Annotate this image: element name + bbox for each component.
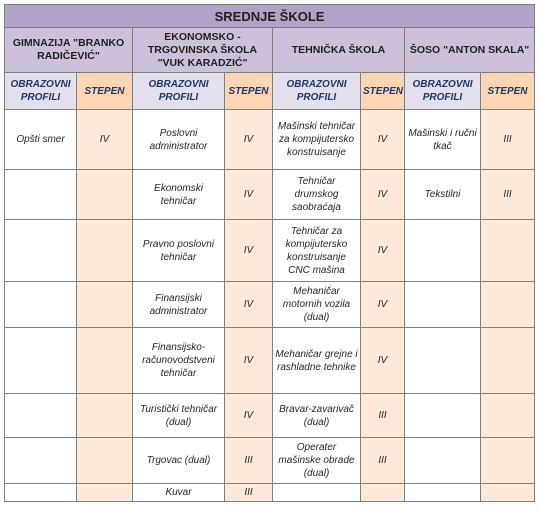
level-cell: III <box>479 109 536 170</box>
level-column-header: STEPEN <box>479 72 536 110</box>
table-row: Turistički tehničar (dual) IV Bravar-zavar… <box>4 393 536 438</box>
school-header: EKONOMSKO - TRGOVINSKA ŠKOLA "VUK KARADZ… <box>132 27 273 73</box>
profile-cell: Kuvar <box>132 483 225 502</box>
table-row: Kuvar III <box>4 483 536 502</box>
table-row: Trgovac (dual) III Operater mašinske obrad… <box>4 437 536 484</box>
table-row: Ekonomski tehničar IV Tehničar drumskog sa… <box>4 169 536 220</box>
profile-cell: Mašinski tehničar za kompijutersko konst… <box>272 109 361 170</box>
profile-cell: Poslovni administrator <box>132 109 225 170</box>
profile-column-header: OBRAZOVNI PROFILI <box>272 72 361 110</box>
profile-cell: Pravno poslovni tehničar <box>132 219 225 282</box>
level-cell <box>76 483 133 502</box>
profile-cell <box>4 437 77 484</box>
level-cell <box>479 393 536 438</box>
level-cell: IV <box>360 327 405 394</box>
level-cell: III <box>479 169 536 220</box>
level-cell: IV <box>224 219 273 282</box>
profile-cell: Trgovac (dual) <box>132 437 225 484</box>
level-cell: III <box>224 483 273 502</box>
level-cell: III <box>360 437 405 484</box>
profile-column-header: OBRAZOVNI PROFILI <box>132 72 225 110</box>
profile-cell <box>404 219 481 282</box>
level-cell <box>76 437 133 484</box>
profile-cell <box>4 327 77 394</box>
level-cell: IV <box>224 281 273 328</box>
profile-cell: Mehaničar grejne i rashladne tehnike <box>272 327 361 394</box>
level-cell <box>76 327 133 394</box>
school-header: GIMNAZIJA "BRANKO RADIČEVIĆ" <box>4 27 133 73</box>
level-cell: IV <box>360 219 405 282</box>
profile-cell: Turistički tehničar (dual) <box>132 393 225 438</box>
level-cell: III <box>224 437 273 484</box>
school-header: TEHNIČKA ŠKOLA <box>272 27 405 73</box>
table-row: Finansijski administrator IV Mehaničar mot… <box>4 281 536 328</box>
profile-cell <box>404 393 481 438</box>
profile-cell: Finansijsko-računovodstveni tehničar <box>132 327 225 394</box>
profile-column-header: OBRAZOVNI PROFILI <box>404 72 481 110</box>
level-cell <box>360 483 405 502</box>
table-title: SREDNJE ŠKOLE <box>3 4 536 28</box>
level-column-header: STEPEN <box>224 72 273 110</box>
profile-cell: Finansijski administrator <box>132 281 225 328</box>
profile-cell <box>4 483 77 502</box>
profile-cell <box>404 281 481 328</box>
profile-cell: Mašinski i ručni tkač <box>404 109 481 170</box>
schools-table: SREDNJE ŠKOLE GIMNAZIJA "BRANKO RADIČEVI… <box>3 4 536 502</box>
level-cell: IV <box>224 169 273 220</box>
table-row: Finansijsko-računovodstveni tehničar IV Me… <box>4 327 536 394</box>
profile-cell: Tehničar za kompijutersko konstruisanje … <box>272 219 361 282</box>
level-cell <box>76 169 133 220</box>
level-cell: IV <box>224 109 273 170</box>
profile-cell: Ekonomski tehničar <box>132 169 225 220</box>
profile-cell <box>272 483 361 502</box>
level-cell: IV <box>360 109 405 170</box>
profile-cell: Mehaničar motornih vozila (dual) <box>272 281 361 328</box>
table-row: Opšti smer IV Poslovni administrator IV Maši… <box>4 109 536 170</box>
profile-cell <box>404 483 481 502</box>
level-cell <box>76 393 133 438</box>
profile-cell <box>4 169 77 220</box>
profile-cell <box>404 327 481 394</box>
profile-cell: Opšti smer <box>4 109 77 170</box>
table-body: Opšti smer IV Poslovni administrator IV Maši… <box>4 109 536 502</box>
level-column-header: STEPEN <box>76 72 133 110</box>
level-cell: IV <box>224 327 273 394</box>
level-cell: IV <box>224 393 273 438</box>
level-cell <box>479 483 536 502</box>
profile-cell: Tehničar drumskog saobraćaja <box>272 169 361 220</box>
profile-cell: Tekstilni <box>404 169 481 220</box>
profile-cell: Bravar-zavarivač (dual) <box>272 393 361 438</box>
profile-cell <box>4 219 77 282</box>
table-row: Pravno poslovni tehničar IV Tehničar za ko… <box>4 219 536 282</box>
level-cell <box>479 327 536 394</box>
level-column-header: STEPEN <box>360 72 405 110</box>
level-cell: IV <box>360 281 405 328</box>
level-cell <box>76 219 133 282</box>
level-cell: IV <box>76 109 133 170</box>
level-cell <box>479 437 536 484</box>
school-header: ŠOSO "ANTON SKALA" <box>403 27 536 73</box>
profile-column-header: OBRAZOVNI PROFILI <box>4 72 77 110</box>
level-cell: IV <box>360 169 405 220</box>
level-cell <box>479 219 536 282</box>
level-cell <box>479 281 536 328</box>
profile-cell <box>404 437 481 484</box>
level-cell <box>76 281 133 328</box>
profile-cell <box>4 393 77 438</box>
level-cell: III <box>360 393 405 438</box>
profile-cell: Operater mašinske obrade (dual) <box>272 437 361 484</box>
profile-cell <box>4 281 77 328</box>
